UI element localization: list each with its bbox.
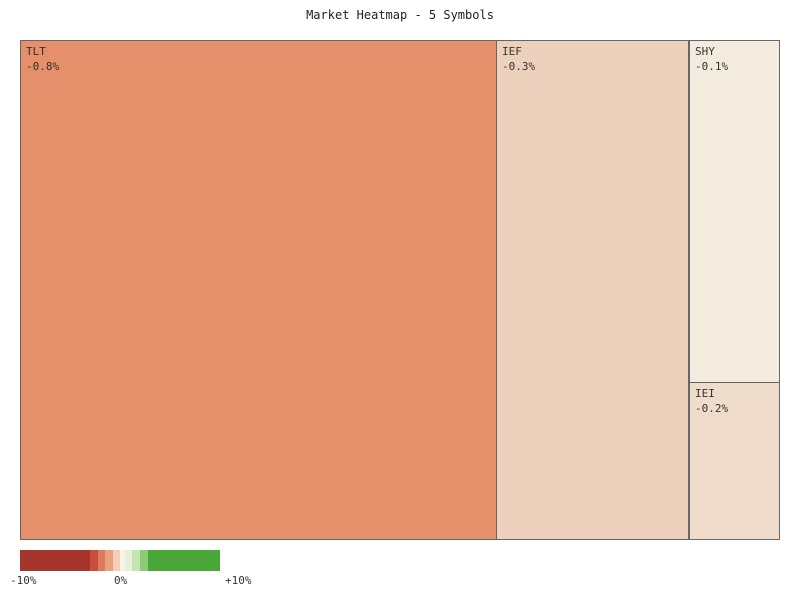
legend-mid-label: 0%	[114, 574, 128, 587]
color-scale-segment	[105, 550, 113, 571]
tile-symbol: IEI	[695, 387, 715, 400]
color-scale-segment	[120, 550, 125, 571]
tile-symbol: TLT	[26, 45, 46, 58]
tile-symbol: SHY	[695, 45, 715, 58]
tile-change: -0.1%	[695, 60, 729, 73]
color-scale-segment	[125, 550, 132, 571]
tile-iei[interactable]: IEI -0.2%	[689, 382, 780, 540]
treemap-area: TLT -0.8% IEF -0.3% SHY -0.1% IEI -0.2%	[20, 40, 780, 540]
color-scale-segment	[20, 550, 90, 571]
color-scale-segment	[140, 550, 148, 571]
tile-change: -0.8%	[26, 60, 60, 73]
tile-change: -0.2%	[695, 402, 729, 415]
color-scale-segment	[148, 550, 220, 571]
tile-ief[interactable]: IEF -0.3%	[496, 40, 689, 540]
color-scale-segment	[90, 550, 98, 571]
legend-max-label: +10%	[225, 574, 252, 587]
color-scale-segment	[98, 550, 105, 571]
tile-tlt[interactable]: TLT -0.8%	[20, 40, 497, 540]
tile-change: -0.3%	[502, 60, 536, 73]
tile-shy[interactable]: SHY -0.1%	[689, 40, 780, 383]
color-scale-segment	[113, 550, 120, 571]
color-scale-legend	[20, 550, 220, 571]
tile-symbol: IEF	[502, 45, 522, 58]
color-scale-segment	[132, 550, 140, 571]
legend-min-label: -10%	[10, 574, 37, 587]
chart-title: Market Heatmap - 5 Symbols	[306, 8, 494, 22]
color-scale-bar	[20, 550, 220, 571]
